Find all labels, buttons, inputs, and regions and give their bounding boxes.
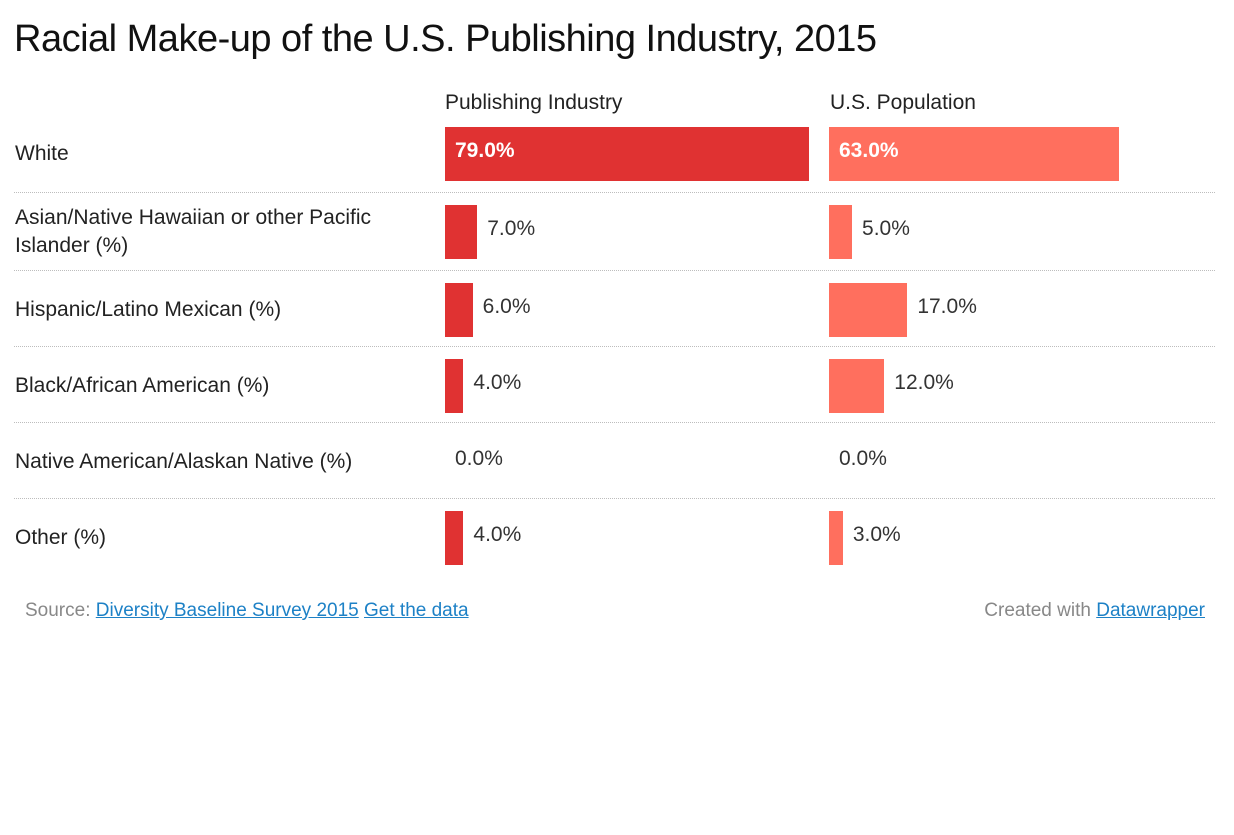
created-with-label: Created with [984,600,1091,621]
value-label-publishing: 7.0% [487,217,536,240]
value-label-population: 12.0% [894,371,954,394]
chart-title: Racial Make-up of the U.S. Publishing In… [14,18,877,60]
value-label-population: 63.0% [839,139,899,162]
chart-row: Asian/Native Hawaiian or other Pacific I… [14,193,1215,271]
chart-row: Native American/Alaskan Native (%) 0.0% 0.… [14,423,1215,499]
category-label: Other (%) [15,526,107,549]
value-label-publishing: 4.0% [473,523,522,546]
column-header-publishing-industry: Publishing Industry [445,91,623,114]
bar-publishing [445,283,473,337]
value-label-publishing: 6.0% [482,295,531,318]
column-header-us-population: U.S. Population [830,91,976,114]
value-label-population: 5.0% [862,217,910,240]
chart-row: Black/African American (%) 4.0% 12.0% [14,347,1215,423]
category-label: Asian/Native Hawaiian or other Pacific I… [15,206,371,257]
category-label: Native American/Alaskan Native (%) [15,450,353,473]
value-label-population: 0.0% [839,447,887,470]
bar-population [829,511,843,565]
source-link[interactable]: Diversity Baseline Survey 2015 [95,600,359,621]
category-label: Hispanic/Latino Mexican (%) [15,298,282,321]
bar-publishing [445,511,464,565]
value-label-publishing: 0.0% [455,447,503,470]
row-separator [14,270,1215,271]
source-label: Source: [25,600,91,621]
bar-population [829,205,853,259]
row-separator [14,192,1215,193]
row-separator [14,346,1215,347]
bar-publishing [445,205,478,259]
bar-population [829,283,908,337]
value-label-publishing: 4.0% [473,371,522,394]
category-label: White [15,142,69,165]
footer-source: Source: Diversity Baseline Survey 2015 G… [25,600,469,622]
bar-publishing [445,359,464,413]
chart-row: Other (%) 4.0% 3.0% [14,499,1215,575]
row-separator [14,422,1215,423]
chart-row: White 79.0% 63.0% [14,115,1215,193]
bar-population [829,127,1120,181]
value-label-population: 17.0% [917,295,977,318]
bar-publishing [445,127,809,181]
value-label-publishing: 79.0% [455,139,515,162]
datawrapper-link[interactable]: Datawrapper [1096,600,1205,621]
row-separator [14,498,1215,499]
category-label: Black/African American (%) [15,374,270,397]
value-label-population: 3.0% [852,523,901,546]
footer-credit: Created with Datawrapper [984,600,1205,622]
chart-row: Hispanic/Latino Mexican (%) 6.0% 17.0% [14,271,1215,347]
chart-plot-area: White 79.0% 63.0% Asian/Native Hawaiian or … [14,115,1215,575]
bar-population [829,359,885,413]
get-the-data-link[interactable]: Get the data [364,600,469,621]
